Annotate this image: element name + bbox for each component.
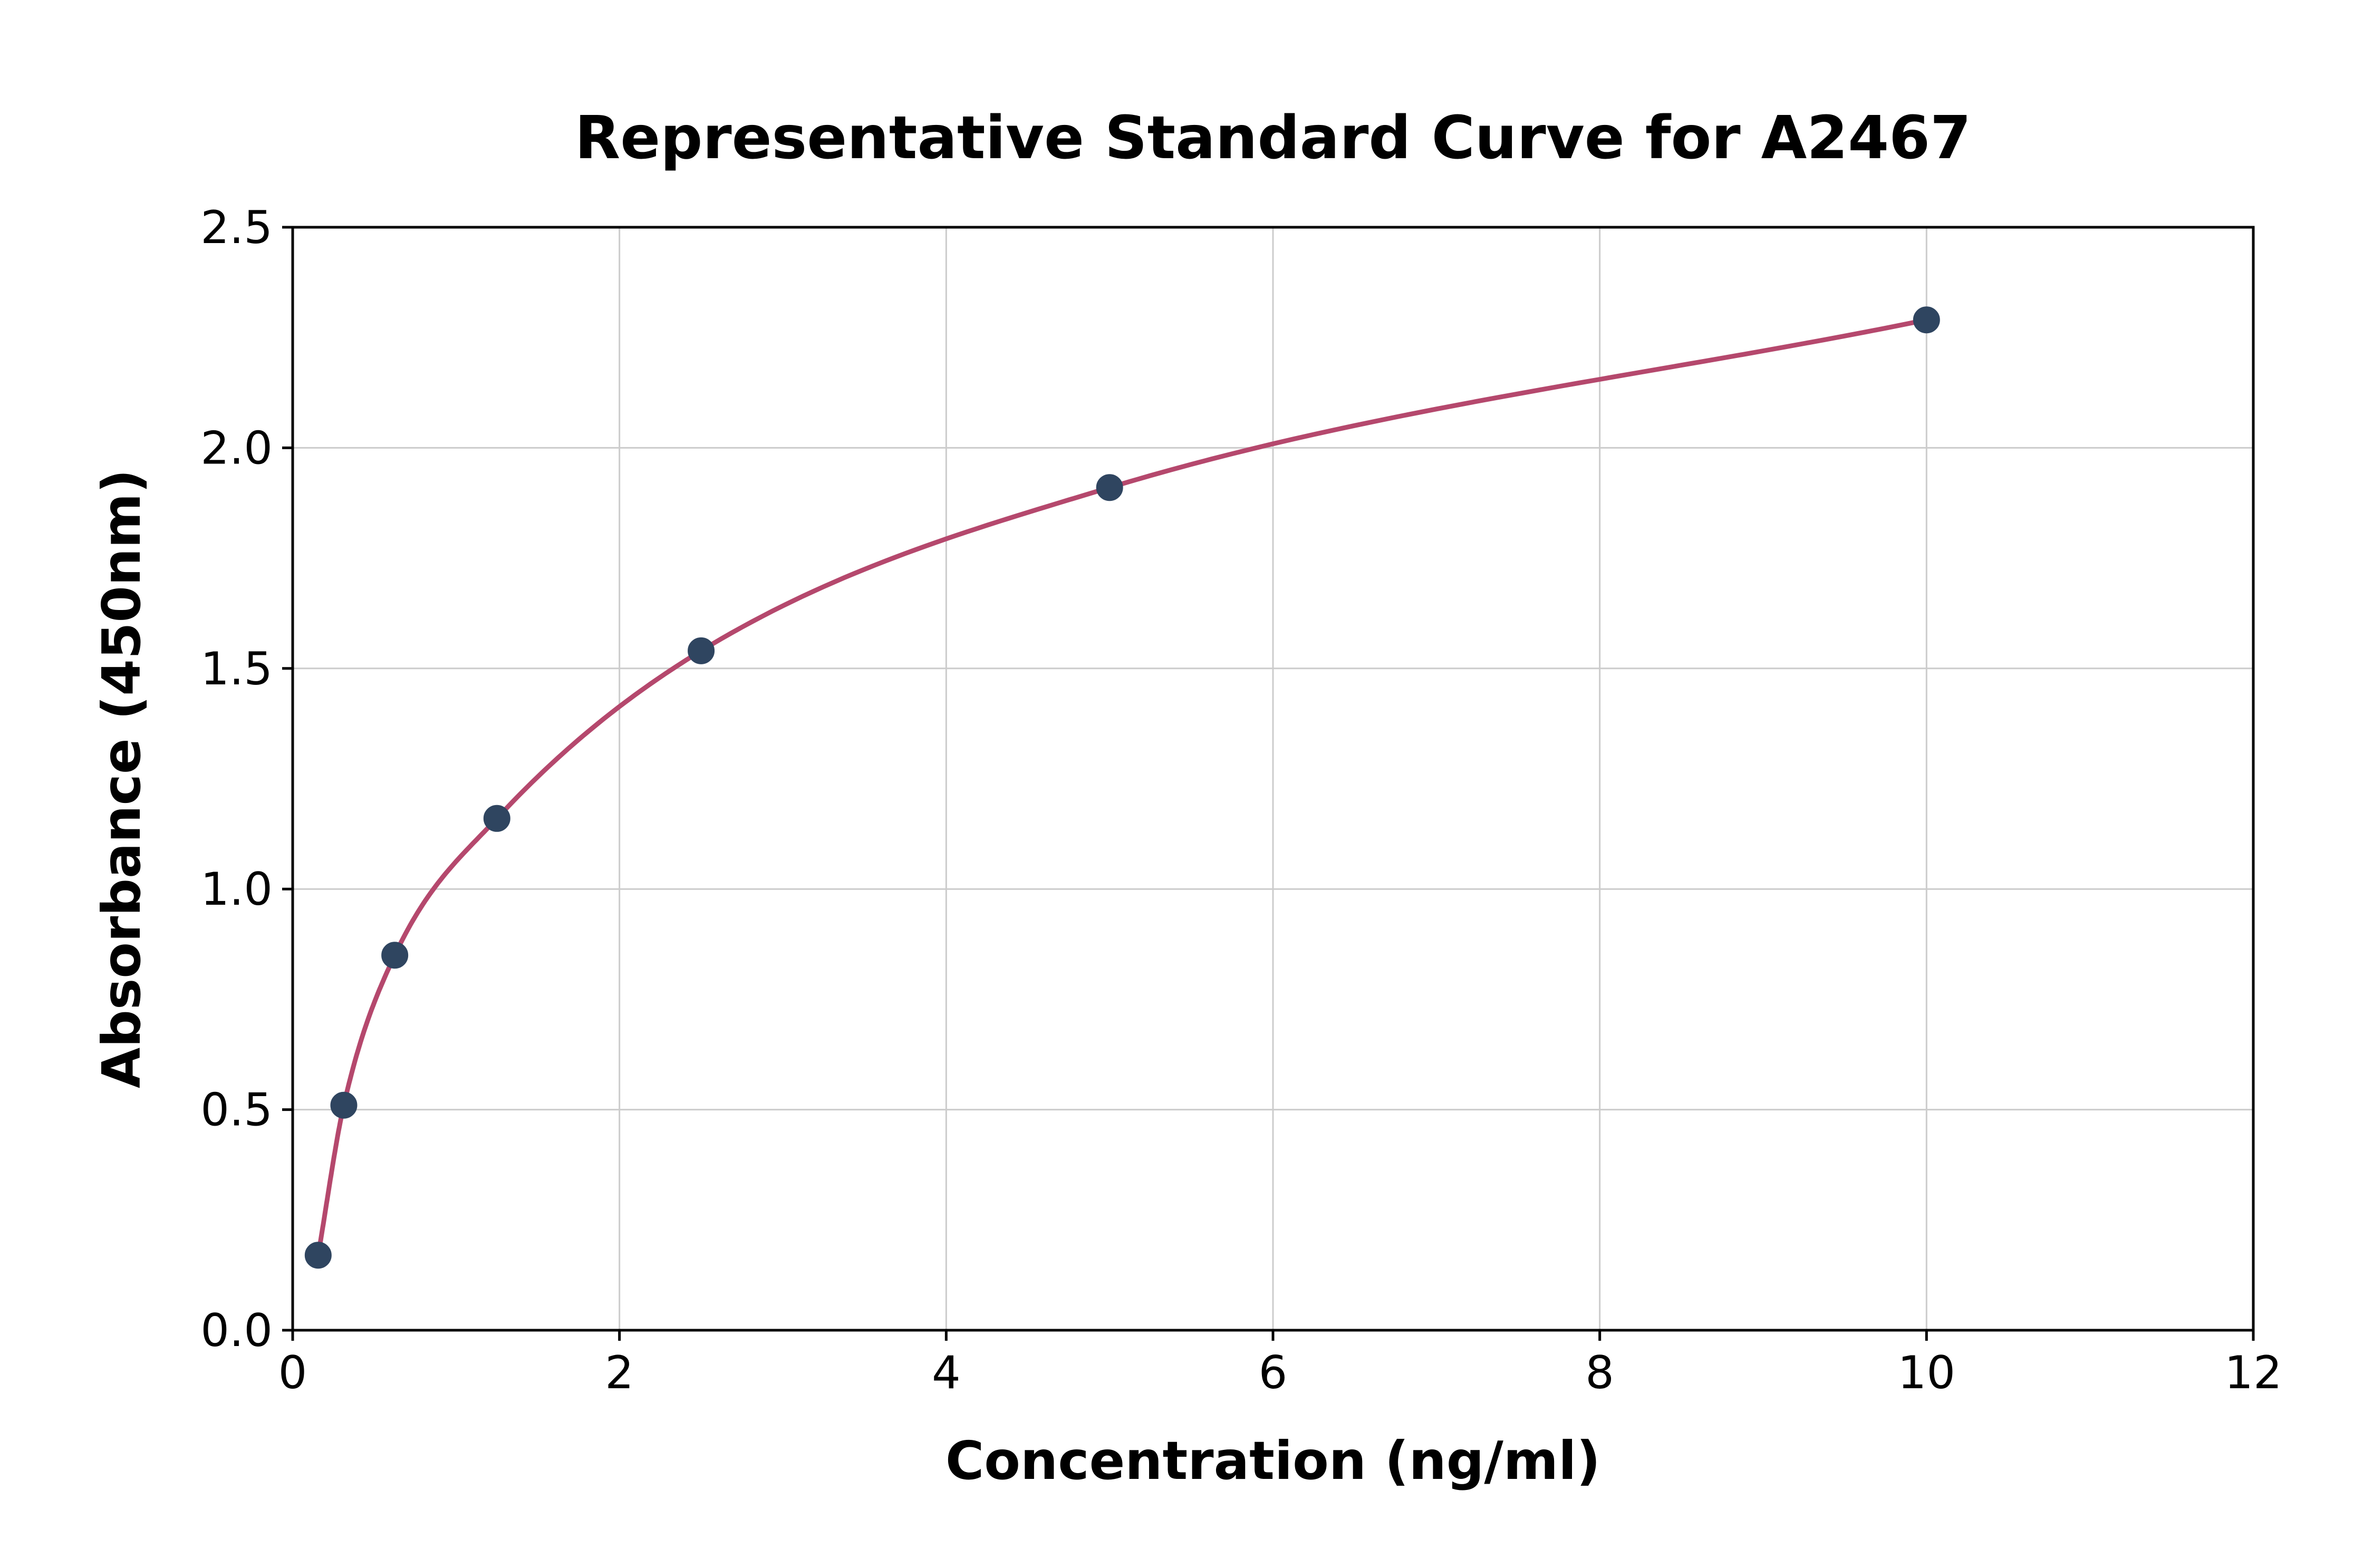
x-tick-label: 0 [278,1347,307,1399]
chart-title: Representative Standard Curve for A2467 [575,104,1971,172]
x-tick-label: 8 [1585,1347,1614,1399]
x-tick-label: 2 [605,1347,634,1399]
data-point [688,637,715,664]
data-point [1913,306,1940,334]
data-point [304,1242,332,1269]
y-tick-label: 2.5 [200,201,273,254]
data-layer [304,306,1940,1269]
axis-layer: 0 2 4 6 8 10 12 0.0 0.5 1.0 1.5 2.0 2.5 [200,201,2282,1399]
data-point [1096,474,1123,501]
x-tick-label: 4 [932,1347,961,1399]
x-tick-label: 10 [1898,1347,1955,1399]
x-tick-label: 6 [1259,1347,1288,1399]
data-point [483,805,510,832]
x-tick-label: 12 [2224,1347,2282,1399]
y-tick-label: 2.0 [200,422,273,475]
data-point [381,942,409,969]
y-tick-label: 1.0 [200,863,273,916]
fit-curve [315,317,1929,1258]
y-axis-label: Absorbance (450nm) [91,469,152,1088]
y-tick-label: 0.0 [200,1304,273,1357]
data-point [330,1091,358,1119]
x-axis-label: Concentration (ng/ml) [946,1430,1600,1492]
y-tick-label: 1.5 [200,643,273,695]
y-tick-label: 0.5 [200,1084,273,1137]
grid-layer [292,226,2254,1331]
